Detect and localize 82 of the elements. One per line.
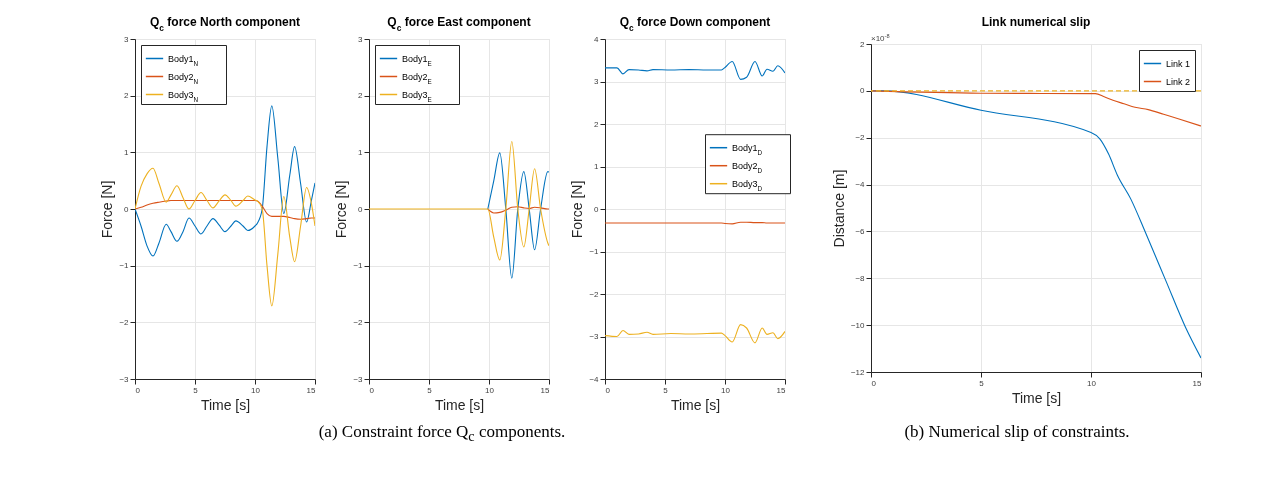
x-tick-label: 5	[979, 378, 985, 388]
legend-label: Body3$_{N}$	[168, 89, 199, 102]
y-tick-label: −3	[119, 374, 130, 384]
y-tick-label: −10	[850, 320, 866, 330]
y-tick-label: −8	[855, 273, 866, 283]
x-tick-label: 15	[776, 385, 787, 395]
y-tick-label: 3	[594, 77, 600, 86]
y-axis-title: Distance [m]	[830, 169, 847, 248]
text: (b) Numerical slip of constraints.	[904, 422, 1130, 442]
x-tick-label: 10	[1087, 378, 1097, 388]
y-tick-label: 3	[124, 34, 130, 44]
legend-label: Link 1	[1166, 58, 1191, 69]
y-tick-label: −2	[855, 133, 866, 143]
y-tick-label: −3	[589, 332, 600, 341]
legend-label: Link 2	[1166, 76, 1191, 87]
x-tick-label: 15	[540, 385, 551, 395]
line-series	[871, 90, 1201, 127]
x-tick-label: 5	[193, 385, 199, 395]
chart-title: Q$_{c}$ force Down component	[619, 15, 771, 33]
chart-title: Link numerical slip	[981, 15, 1091, 29]
chart-title: Q$_{c}$ force East component	[387, 15, 531, 33]
y-tick-label: −4	[589, 374, 600, 384]
legend-label: Body3$_{D}$	[732, 178, 763, 192]
legend-label: Body2$_{D}$	[732, 160, 763, 174]
y-tick-label: −1	[353, 261, 364, 271]
y-tick-label: −1	[119, 261, 130, 271]
x-tick-label: 0	[135, 385, 141, 395]
y-tick-label: −2	[589, 289, 600, 299]
y-tick-label: 2	[594, 119, 600, 129]
x-tick-label: 10	[251, 385, 261, 395]
y-tick-label: −3	[353, 374, 364, 384]
y-tick-label: −1	[589, 247, 600, 256]
y-tick-label: −6	[855, 226, 866, 236]
x-axis-title: Time [s]	[670, 396, 721, 413]
y-tick-label: 1	[124, 147, 130, 157]
legend-label: Body1$_{D}$	[732, 142, 763, 156]
x-tick-label: 15	[306, 385, 317, 395]
legend-label: Body2$_{E}$	[402, 71, 432, 84]
x-tick-label: 5	[663, 385, 669, 395]
y-tick-label: −12	[850, 367, 866, 377]
x-axis-title: Time [s]	[200, 396, 251, 413]
chart-title: Q$_{c}$ force North component	[149, 15, 301, 33]
y-tick-label: 2	[358, 91, 364, 101]
line-series	[369, 141, 549, 261]
line-series	[487, 152, 549, 279]
x-tick-label: 10	[485, 385, 495, 395]
y-tick-label: 1	[594, 162, 600, 171]
legend-label: Body1$_{N}$	[168, 53, 199, 66]
line-series	[135, 199, 315, 220]
y-tick-label: 0	[358, 204, 364, 214]
text: ×10$^{-8}$	[871, 33, 890, 43]
x-tick-label: 10	[721, 385, 731, 395]
line-series	[135, 105, 315, 257]
x-tick-label: 0	[369, 385, 375, 395]
y-tick-label: −2	[353, 317, 364, 327]
legend-label: Body2$_{N}$	[168, 71, 199, 84]
line-series	[605, 60, 785, 80]
y-axis-title: Force [N]	[569, 180, 586, 239]
y-tick-label: 0	[594, 204, 600, 214]
x-tick-label: 15	[1192, 378, 1203, 388]
y-tick-label: 0	[860, 86, 866, 96]
text: (a) Constraint force Q$_{c}$ components.	[318, 422, 566, 446]
y-tick-label: −4	[855, 180, 866, 190]
line-series	[487, 206, 549, 214]
y-tick-label: 3	[358, 34, 364, 44]
x-axis-title: Time [s]	[434, 396, 485, 413]
y-tick-label: −2	[119, 317, 130, 327]
y-tick-label: 0	[124, 204, 130, 214]
y-tick-label: 2	[124, 91, 130, 101]
x-axis-title: Time [s]	[1011, 389, 1062, 406]
x-tick-label: 5	[427, 385, 433, 395]
x-tick-label: 0	[871, 378, 877, 388]
y-tick-label: 2	[860, 39, 866, 49]
legend-label: Body3$_{E}$	[402, 89, 432, 102]
line-series	[605, 324, 785, 344]
x-tick-label: 0	[605, 385, 611, 395]
y-tick-label: 4	[594, 34, 600, 44]
legend-label: Body1$_{E}$	[402, 53, 432, 66]
y-tick-label: 1	[358, 147, 364, 157]
y-axis-title: Force [N]	[333, 180, 350, 239]
line-series	[135, 167, 315, 307]
y-axis-title: Force [N]	[99, 180, 116, 239]
